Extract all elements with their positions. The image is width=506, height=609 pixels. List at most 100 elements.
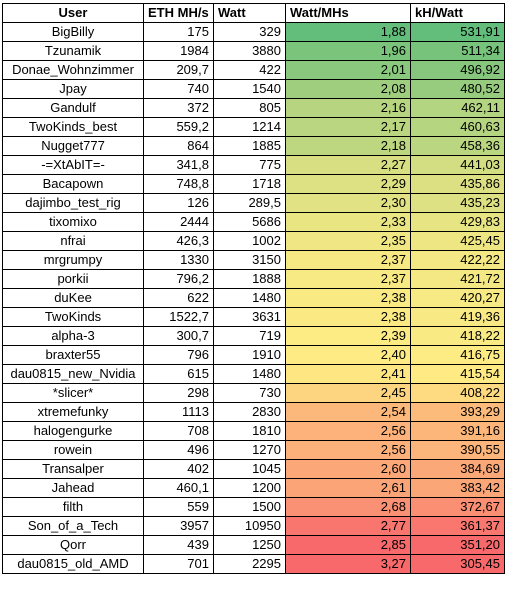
header-user[interactable]: User [2, 3, 144, 23]
cell-watt[interactable]: 1480 [213, 364, 286, 384]
cell-watt-per-mhs[interactable]: 3,27 [285, 554, 411, 574]
cell-user[interactable]: Gandulf [2, 98, 144, 118]
cell-watt[interactable]: 3150 [213, 250, 286, 270]
cell-watt-per-mhs[interactable]: 2,01 [285, 60, 411, 80]
cell-user[interactable]: mrgrumpy [2, 250, 144, 270]
cell-watt[interactable]: 1480 [213, 288, 286, 308]
cell-user[interactable]: TwoKinds_best [2, 117, 144, 137]
cell-eth-mhs[interactable]: 300,7 [143, 326, 214, 346]
cell-kh-per-watt[interactable]: 384,69 [410, 459, 505, 479]
cell-watt-per-mhs[interactable]: 2,35 [285, 231, 411, 251]
cell-watt[interactable]: 3631 [213, 307, 286, 327]
cell-user[interactable]: dau0815_new_Nvidia [2, 364, 144, 384]
cell-eth-mhs[interactable]: 126 [143, 193, 214, 213]
cell-user[interactable]: TwoKinds [2, 307, 144, 327]
cell-watt-per-mhs[interactable]: 2,27 [285, 155, 411, 175]
cell-eth-mhs[interactable]: 426,3 [143, 231, 214, 251]
cell-eth-mhs[interactable]: 1330 [143, 250, 214, 270]
cell-kh-per-watt[interactable]: 416,75 [410, 345, 505, 365]
cell-user[interactable]: halogengurke [2, 421, 144, 441]
cell-watt[interactable]: 422 [213, 60, 286, 80]
cell-watt-per-mhs[interactable]: 1,96 [285, 41, 411, 61]
cell-watt-per-mhs[interactable]: 2,29 [285, 174, 411, 194]
cell-kh-per-watt[interactable]: 383,42 [410, 478, 505, 498]
cell-kh-per-watt[interactable]: 391,16 [410, 421, 505, 441]
cell-user[interactable]: xtremefunky [2, 402, 144, 422]
cell-eth-mhs[interactable]: 701 [143, 554, 214, 574]
cell-watt-per-mhs[interactable]: 2,30 [285, 193, 411, 213]
cell-user[interactable]: Donae_Wohnzimmer [2, 60, 144, 80]
cell-kh-per-watt[interactable]: 361,37 [410, 516, 505, 536]
cell-user[interactable]: Nugget777 [2, 136, 144, 156]
cell-watt[interactable]: 1810 [213, 421, 286, 441]
cell-eth-mhs[interactable]: 460,1 [143, 478, 214, 498]
cell-watt-per-mhs[interactable]: 2,41 [285, 364, 411, 384]
cell-user[interactable]: -=XtAbIT=- [2, 155, 144, 175]
cell-watt[interactable]: 1888 [213, 269, 286, 289]
cell-eth-mhs[interactable]: 175 [143, 22, 214, 42]
header-eth-mhs[interactable]: ETH MH/s [143, 3, 214, 23]
cell-watt-per-mhs[interactable]: 2,54 [285, 402, 411, 422]
cell-kh-per-watt[interactable]: 305,45 [410, 554, 505, 574]
cell-kh-per-watt[interactable]: 496,92 [410, 60, 505, 80]
cell-watt[interactable]: 1002 [213, 231, 286, 251]
cell-eth-mhs[interactable]: 2444 [143, 212, 214, 232]
cell-user[interactable]: Qorr [2, 535, 144, 555]
cell-user[interactable]: rowein [2, 440, 144, 460]
cell-watt-per-mhs[interactable]: 2,60 [285, 459, 411, 479]
cell-watt-per-mhs[interactable]: 2,68 [285, 497, 411, 517]
cell-user[interactable]: Jahead [2, 478, 144, 498]
cell-eth-mhs[interactable]: 796,2 [143, 269, 214, 289]
cell-eth-mhs[interactable]: 559,2 [143, 117, 214, 137]
cell-user[interactable]: *slicer* [2, 383, 144, 403]
cell-watt-per-mhs[interactable]: 2,08 [285, 79, 411, 99]
cell-user[interactable]: dajimbo_test_rig [2, 193, 144, 213]
cell-user[interactable]: duKee [2, 288, 144, 308]
cell-kh-per-watt[interactable]: 441,03 [410, 155, 505, 175]
cell-eth-mhs[interactable]: 372 [143, 98, 214, 118]
cell-eth-mhs[interactable]: 748,8 [143, 174, 214, 194]
cell-watt-per-mhs[interactable]: 2,61 [285, 478, 411, 498]
cell-watt-per-mhs[interactable]: 2,45 [285, 383, 411, 403]
cell-kh-per-watt[interactable]: 419,36 [410, 307, 505, 327]
cell-kh-per-watt[interactable]: 393,29 [410, 402, 505, 422]
cell-kh-per-watt[interactable]: 418,22 [410, 326, 505, 346]
cell-eth-mhs[interactable]: 402 [143, 459, 214, 479]
cell-user[interactable]: porkii [2, 269, 144, 289]
cell-eth-mhs[interactable]: 708 [143, 421, 214, 441]
cell-watt[interactable]: 1214 [213, 117, 286, 137]
cell-user[interactable]: alpha-3 [2, 326, 144, 346]
cell-user[interactable]: dau0815_old_AMD [2, 554, 144, 574]
cell-watt-per-mhs[interactable]: 2,16 [285, 98, 411, 118]
cell-eth-mhs[interactable]: 615 [143, 364, 214, 384]
cell-kh-per-watt[interactable]: 531,91 [410, 22, 505, 42]
cell-user[interactable]: tixomixo [2, 212, 144, 232]
cell-watt-per-mhs[interactable]: 2,56 [285, 440, 411, 460]
cell-eth-mhs[interactable]: 796 [143, 345, 214, 365]
cell-eth-mhs[interactable]: 1984 [143, 41, 214, 61]
cell-user[interactable]: nfrai [2, 231, 144, 251]
cell-watt-per-mhs[interactable]: 2,77 [285, 516, 411, 536]
cell-watt[interactable]: 1270 [213, 440, 286, 460]
cell-watt-per-mhs[interactable]: 1,88 [285, 22, 411, 42]
cell-watt[interactable]: 1200 [213, 478, 286, 498]
cell-kh-per-watt[interactable]: 429,83 [410, 212, 505, 232]
cell-watt[interactable]: 2830 [213, 402, 286, 422]
cell-kh-per-watt[interactable]: 480,52 [410, 79, 505, 99]
cell-eth-mhs[interactable]: 496 [143, 440, 214, 460]
cell-eth-mhs[interactable]: 864 [143, 136, 214, 156]
cell-user[interactable]: braxter55 [2, 345, 144, 365]
cell-eth-mhs[interactable]: 1113 [143, 402, 214, 422]
cell-kh-per-watt[interactable]: 372,67 [410, 497, 505, 517]
header-kh-per-watt[interactable]: kH/Watt [410, 3, 505, 23]
cell-user[interactable]: Jpay [2, 79, 144, 99]
cell-user[interactable]: Tzunamik [2, 41, 144, 61]
cell-kh-per-watt[interactable]: 462,11 [410, 98, 505, 118]
cell-eth-mhs[interactable]: 298 [143, 383, 214, 403]
cell-watt[interactable]: 719 [213, 326, 286, 346]
cell-eth-mhs[interactable]: 622 [143, 288, 214, 308]
cell-user[interactable]: filth [2, 497, 144, 517]
cell-eth-mhs[interactable]: 439 [143, 535, 214, 555]
cell-watt[interactable]: 1885 [213, 136, 286, 156]
cell-eth-mhs[interactable]: 559 [143, 497, 214, 517]
